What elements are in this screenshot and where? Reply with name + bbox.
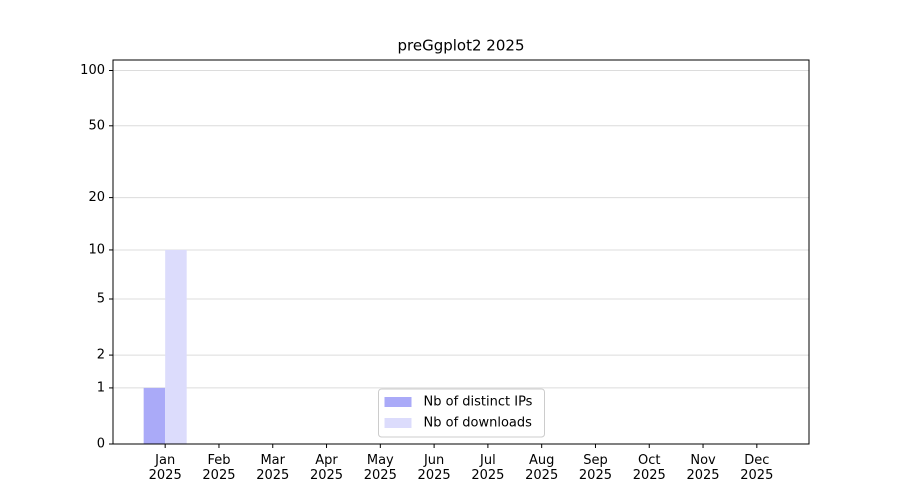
y-tick-label: 2 — [97, 348, 105, 363]
legend-box — [378, 388, 545, 438]
legend-swatch — [384, 397, 412, 407]
x-tick-label: Oct 2025 — [632, 453, 666, 483]
legend-label: Nb of distinct IPs — [424, 395, 533, 410]
y-tick-label: 1 — [97, 380, 105, 395]
plot-frame — [112, 59, 810, 445]
y-tick-label: 20 — [88, 190, 105, 205]
x-tick-label: Jul 2025 — [471, 453, 505, 483]
bar — [143, 387, 166, 444]
y-tick-label: 10 — [88, 242, 105, 257]
x-tick-label: Mar 2025 — [256, 453, 290, 483]
x-tick-label: Dec 2025 — [740, 453, 774, 483]
chart-title: preGgplot2 2025 — [398, 37, 525, 55]
x-tick-label: Jun 2025 — [417, 453, 451, 483]
legend-label: Nb of downloads — [424, 416, 533, 431]
y-tick-label: 100 — [80, 63, 105, 78]
legend-swatch — [384, 418, 412, 428]
x-tick-label: Nov 2025 — [686, 453, 720, 483]
x-tick-label: May 2025 — [363, 453, 397, 483]
bar — [165, 249, 187, 444]
y-tick-label: 0 — [97, 437, 105, 452]
x-tick-label: Aug 2025 — [525, 453, 559, 483]
y-tick-label: 50 — [88, 118, 105, 133]
x-tick-label: Jan 2025 — [148, 453, 182, 483]
y-tick-label: 5 — [97, 291, 105, 306]
x-tick-label: Apr 2025 — [309, 453, 344, 483]
x-tick-label: Feb 2025 — [202, 453, 236, 483]
x-tick-label: Sep 2025 — [578, 453, 612, 483]
